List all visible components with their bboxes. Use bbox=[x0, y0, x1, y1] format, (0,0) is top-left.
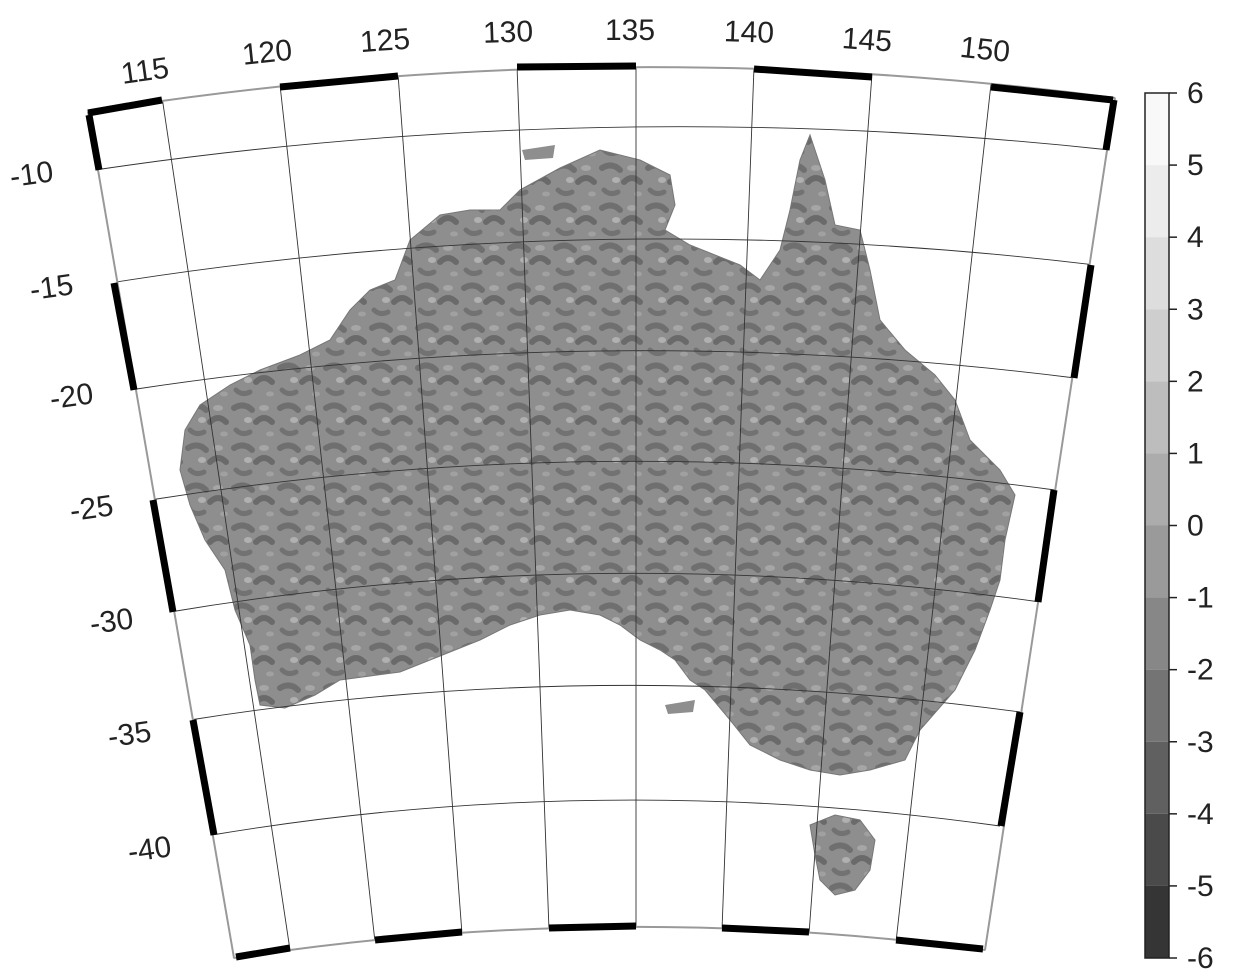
colorbar-label: -1 bbox=[1187, 582, 1214, 615]
colorbar-segment bbox=[1145, 381, 1169, 454]
longitude-label: 150 bbox=[958, 31, 1011, 69]
longitude-label: 135 bbox=[605, 14, 655, 47]
colorbar-segment bbox=[1145, 453, 1169, 526]
longitude-label: 120 bbox=[240, 34, 293, 72]
colorbar-label: 3 bbox=[1187, 293, 1204, 326]
colorbar-segments bbox=[1145, 93, 1169, 958]
colorbar-label: 6 bbox=[1187, 77, 1204, 110]
longitude-label: 140 bbox=[723, 15, 774, 50]
landmass-group bbox=[179, 133, 1016, 896]
colorbar-label: -2 bbox=[1187, 654, 1214, 687]
latitude-label: -15 bbox=[28, 268, 76, 307]
colorbar-segment bbox=[1145, 237, 1169, 310]
colorbar-label: 4 bbox=[1187, 221, 1204, 254]
colorbar-segment bbox=[1145, 813, 1169, 886]
colorbar-segment bbox=[1145, 309, 1169, 382]
colorbar-ticks: 6 5 4 3 2 1 0 -1 -2 -3 -4 -5 -6 bbox=[1169, 77, 1214, 974]
australia-mainland bbox=[179, 133, 1016, 776]
colorbar-label: 2 bbox=[1187, 365, 1204, 398]
parallel-lines bbox=[94, 126, 1111, 836]
longitude-labels: 115 120 125 130 135 140 145 150 bbox=[119, 14, 1012, 91]
latitude-labels: -10 -15 -20 -25 -30 -35 -40 bbox=[8, 155, 174, 869]
colorbar-segment bbox=[1145, 165, 1169, 238]
latitude-label: -35 bbox=[106, 715, 154, 754]
colorbar-label: -6 bbox=[1187, 942, 1214, 974]
colorbar-label: -5 bbox=[1187, 870, 1214, 903]
map-border bbox=[85, 62, 1118, 961]
colorbar-segment bbox=[1145, 669, 1169, 742]
longitude-label: 145 bbox=[841, 22, 893, 58]
latitude-label: -20 bbox=[48, 377, 96, 416]
kangaroo-island bbox=[665, 700, 695, 714]
colorbar-label: -4 bbox=[1187, 798, 1214, 831]
colorbar: 6 5 4 3 2 1 0 -1 -2 -3 -4 -5 -6 bbox=[1144, 77, 1214, 974]
longitude-label: 125 bbox=[359, 23, 411, 59]
latitude-label: -10 bbox=[8, 155, 56, 194]
colorbar-label: -3 bbox=[1187, 726, 1214, 759]
colorbar-segment bbox=[1145, 741, 1169, 814]
colorbar-label: 5 bbox=[1187, 149, 1204, 182]
coastal-island-north bbox=[522, 145, 555, 160]
meridian-lines bbox=[161, 67, 992, 951]
latitude-label: -30 bbox=[88, 602, 136, 641]
colorbar-label: 0 bbox=[1187, 510, 1204, 543]
latitude-label: -25 bbox=[68, 489, 116, 528]
longitude-label: 115 bbox=[119, 52, 171, 91]
colorbar-segment bbox=[1145, 885, 1169, 958]
longitude-label: 130 bbox=[482, 15, 533, 50]
colorbar-segment bbox=[1145, 597, 1169, 670]
tasmania bbox=[809, 814, 876, 896]
colorbar-segment bbox=[1145, 93, 1169, 166]
colorbar-segment bbox=[1145, 525, 1169, 598]
colorbar-label: 1 bbox=[1187, 437, 1204, 470]
latitude-label: -40 bbox=[126, 830, 174, 869]
